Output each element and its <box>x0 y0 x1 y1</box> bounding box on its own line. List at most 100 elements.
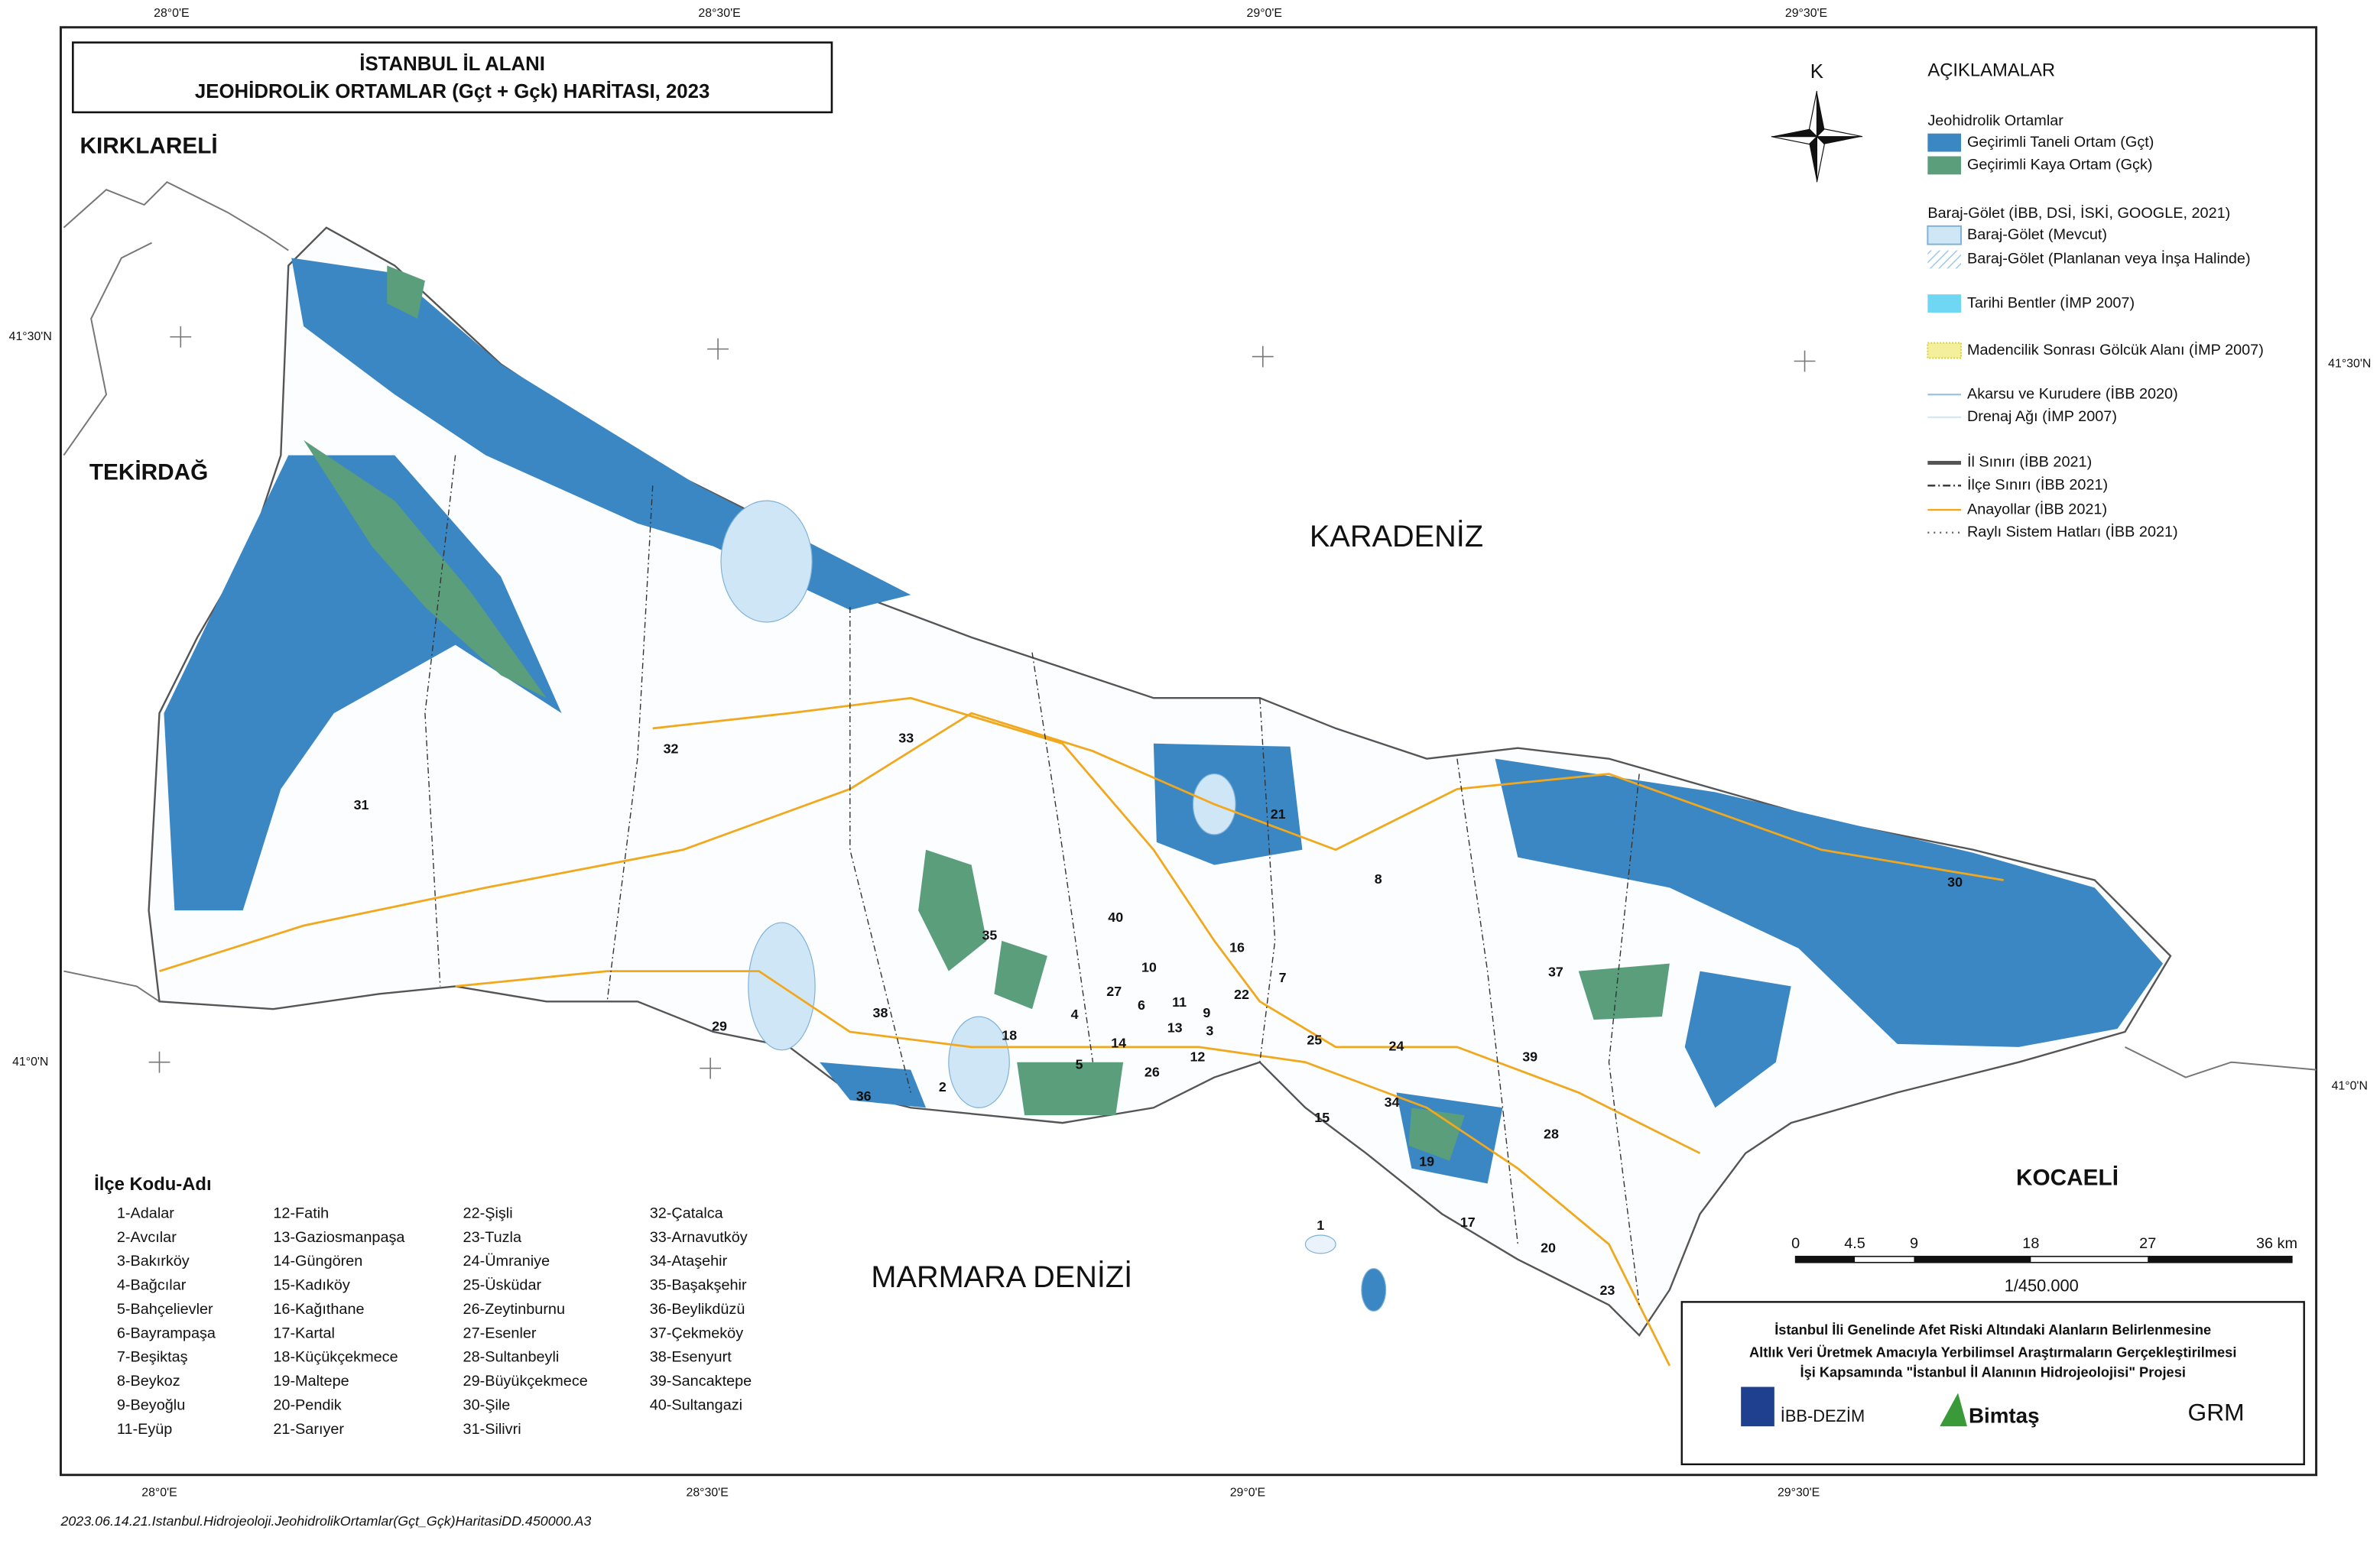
district-code: 11 <box>1172 994 1187 1010</box>
gck-area <box>304 439 547 699</box>
legend-label: İl Sınırı (İBB 2021) <box>1967 453 2092 471</box>
district-code: 8 <box>1375 871 1382 887</box>
district-item: 21-Sarıyer <box>273 1421 344 1438</box>
district-code: 18 <box>1002 1028 1017 1043</box>
coord-label: 29°0'E <box>1247 7 1282 20</box>
district-item: 1-Adalar <box>117 1205 174 1221</box>
district-item: 19-Maltepe <box>273 1373 349 1390</box>
district-code: 30 <box>1947 874 1963 890</box>
district-code: 38 <box>873 1005 888 1020</box>
district-code: 16 <box>1229 940 1245 955</box>
legend-label: Geçirimli Taneli Ortam (Gçt) <box>1967 134 2154 151</box>
gct-area <box>820 1062 927 1108</box>
district-code: 29 <box>712 1019 727 1034</box>
district-code: 9 <box>1203 1005 1210 1020</box>
gct-area <box>1495 758 2164 1047</box>
scale-segment <box>1795 1256 1856 1263</box>
legend-swatch <box>1927 294 1962 313</box>
district-code: 22 <box>1234 987 1249 1002</box>
legend-swatch <box>1927 133 1962 152</box>
credit-line: İstanbul İli Genelinde Afet Riski Altınd… <box>1774 1322 2211 1338</box>
district-item: 24-Ümraniye <box>463 1253 550 1270</box>
district-code: 27 <box>1106 984 1122 999</box>
district-item: 5-Bahçelievler <box>117 1301 213 1318</box>
district-code: 14 <box>1111 1036 1126 1051</box>
graticule <box>148 326 1816 1079</box>
coord-label: 29°0'E <box>1230 1487 1265 1500</box>
district-item: 3-Bakırköy <box>117 1253 190 1270</box>
district-code: 12 <box>1190 1049 1205 1064</box>
district-code: 4 <box>1071 1007 1079 1022</box>
credit-line: İşi Kapsamında "İstanbul İl Alanının Hid… <box>1800 1364 2186 1380</box>
gct-area <box>1684 971 1791 1108</box>
island <box>1361 1268 1387 1312</box>
legend-swatch <box>1927 342 1963 359</box>
island <box>1304 1234 1336 1254</box>
district-item: 15-Kadıköy <box>273 1277 349 1294</box>
coord-label: 41°30'N <box>9 330 52 343</box>
title-line: İSTANBUL İL ALANI <box>359 54 545 75</box>
district-code: 33 <box>898 731 914 746</box>
legend-label: Anayollar (İBB 2021) <box>1967 500 2107 517</box>
district-item: 2-Avcılar <box>117 1229 177 1246</box>
compass-light <box>1771 91 1863 183</box>
district-code: 19 <box>1419 1153 1434 1169</box>
coord-label: 41°0'N <box>2332 1080 2368 1093</box>
district-item: 34-Ataşehir <box>650 1253 728 1270</box>
district-item: 33-Arnavutköy <box>650 1229 748 1246</box>
legend-group-title: Baraj-Gölet (İBB, DSİ, İSKİ, GOOGLE, 202… <box>1927 204 2230 222</box>
district-code: 31 <box>354 797 369 812</box>
region-label: TEKİRDAĞ <box>89 459 208 485</box>
legend-swatch <box>1927 250 1962 269</box>
district-item: 36-Beylikdüzü <box>650 1301 745 1318</box>
legend-group-title: Jeohidrolik Ortamlar <box>1927 112 2063 129</box>
district-item: 22-Şişli <box>463 1205 513 1221</box>
lake <box>948 1016 1010 1108</box>
district-code: 23 <box>1600 1283 1615 1298</box>
legend-label: Madencilik Sonrası Gölcük Alanı (İMP 200… <box>1967 341 2264 358</box>
legend-title: AÇIKLAMALAR <box>1927 60 2055 81</box>
district-item: 27-Esenler <box>463 1325 537 1341</box>
district-item: 38-Esenyurt <box>650 1349 732 1366</box>
district-item: 35-Başakşehir <box>650 1277 747 1294</box>
legend-label: Tarihi Bentler (İMP 2007) <box>1967 294 2135 311</box>
district-item: 17-Kartal <box>273 1325 335 1341</box>
district-item: 8-Beykoz <box>117 1373 180 1390</box>
district-item: 23-Tuzla <box>463 1229 522 1246</box>
district-code: 34 <box>1385 1095 1400 1110</box>
legend-label: Drenaj Ağı (İMP 2007) <box>1967 407 2117 425</box>
district-item: 9-Beyoğlu <box>117 1396 185 1413</box>
gck-areas <box>304 265 1670 1161</box>
logo-text: GRM <box>2188 1399 2245 1426</box>
logo-text: Bimtaş <box>1969 1404 2040 1428</box>
credit-line: Altlık Veri Üretmek Amacıyla Yerbilimsel… <box>1749 1344 2236 1361</box>
district-item: 31-Silivri <box>463 1421 521 1438</box>
region-label: KOCAELİ <box>2016 1165 2119 1190</box>
coord-label: 29°30'E <box>1778 1487 1820 1500</box>
bimtas-logo-mark <box>1940 1393 1967 1427</box>
scale-bar <box>1794 1256 2293 1263</box>
scale-ratio: 1/450.000 <box>2005 1276 2079 1295</box>
district-code: 7 <box>1279 970 1287 985</box>
road <box>159 712 2004 972</box>
coord-label: 29°30'E <box>1785 7 1827 20</box>
district-code: 3 <box>1206 1023 1213 1039</box>
legend-label: Akarsu ve Kurudere (İBB 2020) <box>1967 384 2178 402</box>
district-code: 20 <box>1541 1241 1556 1256</box>
district-item: 13-Gaziosmanpaşa <box>273 1229 405 1246</box>
gct-area <box>164 455 562 911</box>
neighbour-border <box>63 181 2317 1078</box>
district-code: 5 <box>1076 1056 1083 1072</box>
district-item: 4-Bağcılar <box>117 1277 187 1294</box>
legend-swatch <box>1927 156 1962 175</box>
district-item: 16-Kağıthane <box>273 1301 364 1318</box>
coord-label: 41°30'N <box>2328 358 2371 371</box>
gck-area <box>994 940 1047 1010</box>
district-item: 37-Çekmeköy <box>650 1325 743 1341</box>
credits-box <box>1680 1301 2305 1465</box>
district-item: 26-Zeytinburnu <box>463 1301 565 1318</box>
title-box <box>72 41 833 114</box>
road <box>455 970 1671 1367</box>
gck-area <box>1408 1108 1465 1161</box>
district-list-title: İlçe Kodu-Adı <box>94 1174 211 1195</box>
